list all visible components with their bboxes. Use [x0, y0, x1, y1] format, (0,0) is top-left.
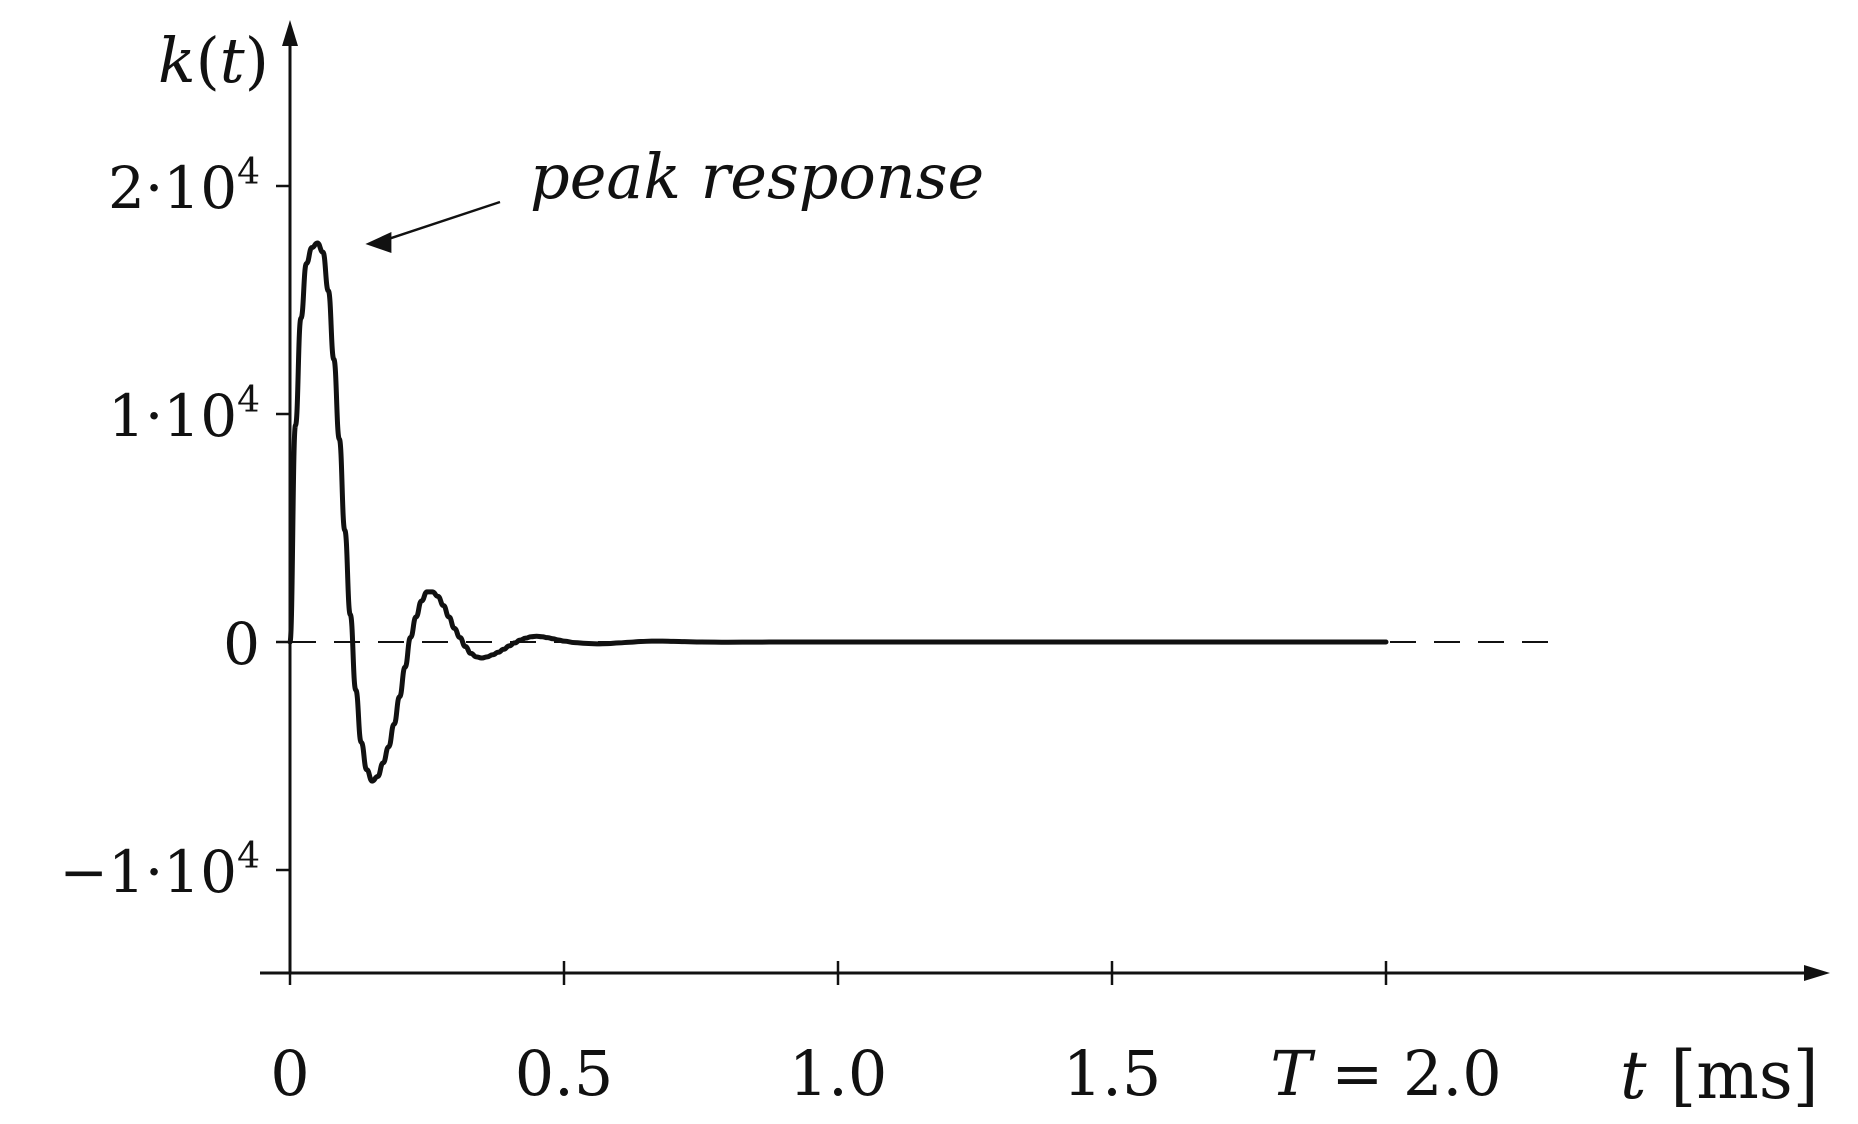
x-axis-label-variable: t [1620, 1037, 1647, 1114]
labels: 0 0.5 1.0 1.5 T = 2.0−1·10401·1042·104k(t)t[… [59, 24, 1818, 1114]
y-axis-label: k(t) [158, 24, 269, 97]
series-layer [287, 240, 1389, 784]
x-tick-label: 0.5 [515, 1037, 614, 1110]
x-last-tick-label: T = 2.0 [1270, 1037, 1501, 1110]
y-tick-label-mantissa: 0 [223, 610, 260, 678]
annotation-arrowhead [365, 232, 392, 253]
x-tick-label: 1.0 [789, 1037, 888, 1110]
y-tick-label-mantissa: 2·10 [108, 154, 237, 222]
y-axis-arrowhead [282, 20, 298, 46]
y-tick-label-mantissa: 1·10 [108, 382, 237, 450]
x-tick-label: 0 [270, 1037, 309, 1110]
y-tick-label: −1·104 [59, 836, 260, 906]
x-axis-label-unit: [ms] [1671, 1037, 1819, 1114]
x-axis-arrowhead [1804, 965, 1830, 981]
y-axis-label-close-paren: ) [245, 24, 269, 97]
x-tick-label: 1.5 [1063, 1037, 1162, 1110]
y-tick-label: 2·104 [108, 152, 260, 222]
y-tick-label-exponent: 4 [237, 380, 260, 421]
y-axis-label-open-paren: ( [196, 24, 220, 97]
x-axis-label: t [ms] [1620, 1037, 1818, 1114]
y-tick-label: 0 [223, 610, 260, 678]
y-axis-label-function: k [158, 24, 196, 97]
series-line-0 [287, 240, 1389, 784]
y-tick-label-mantissa: −1·10 [59, 838, 237, 906]
ticks [276, 184, 1388, 985]
annotation-text: peak response [530, 140, 984, 213]
axes [260, 20, 1830, 981]
x-last-tick-variable: T [1270, 1037, 1316, 1110]
annotation-arrow-line [379, 200, 501, 244]
y-tick-label: 1·104 [108, 380, 260, 450]
y-tick-label-exponent: 4 [237, 836, 260, 877]
x-last-tick-value: = 2.0 [1312, 1037, 1502, 1110]
y-tick-label-exponent: 4 [237, 152, 260, 193]
y-axis-label-argument: t [220, 24, 245, 97]
